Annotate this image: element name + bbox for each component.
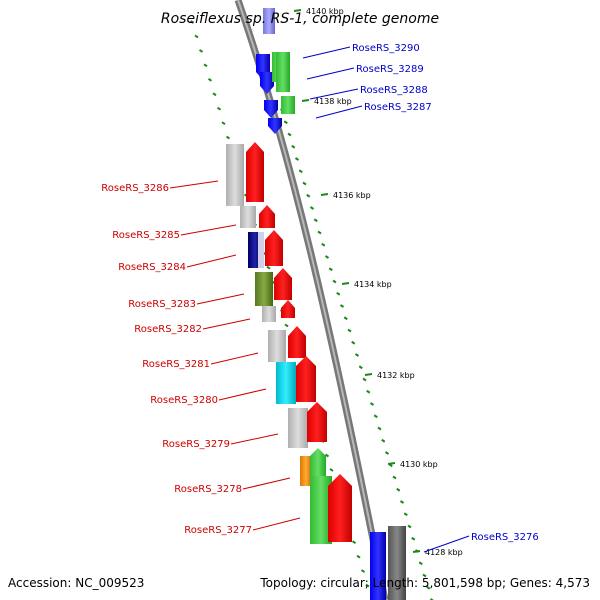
scale-label: 4128 kbp [425,548,463,557]
gene-label-rosers-3284[interactable]: RoseRS_3284 [118,262,186,273]
gene-feature-rosers-3281[interactable] [268,330,286,362]
accession-text: Accession: NC_009523 [8,576,145,590]
forward-gene-labels: RoseRS_3290 RoseRS_3289 RoseRS_3288 RoseRS_… [302,43,539,553]
gene-feature-rosers-3287[interactable] [268,118,282,134]
gene-label-rosers-3279[interactable]: RoseRS_3279 [162,439,230,450]
gene-label-rosers-3289[interactable]: RoseRS_3289 [356,64,424,75]
reverse-gene-labels: RoseRS_3286 RoseRS_3285 RoseRS_3284 RoseRS_… [101,180,301,536]
gene-feature-rosers-3280[interactable] [276,362,296,404]
gene-label-rosers-3290[interactable]: RoseRS_3290 [352,43,420,54]
scale-label: 4136 kbp [333,191,371,200]
gene-feature-rosers-3278[interactable] [310,448,326,476]
gene-label-rosers-3276[interactable]: RoseRS_3276 [471,532,539,543]
scale-label: 4134 kbp [354,280,392,289]
scale-label: 4132 kbp [377,371,415,380]
gene-feature-rosers-3283[interactable] [255,272,273,306]
scale-label: 4140 kbp [306,7,344,16]
reverse-features [226,142,352,544]
gene-feature-rosers-3279[interactable] [288,408,308,448]
gene-feature-rosers-3277[interactable] [310,476,332,544]
gene-label-rosers-3288[interactable]: RoseRS_3288 [360,85,428,96]
gene-label-rosers-3283[interactable]: RoseRS_3283 [128,299,196,310]
gene-feature-rosers-3276[interactable] [370,532,386,600]
gene-label-rosers-3281[interactable]: RoseRS_3281 [142,359,210,370]
gene-label-rosers-3282[interactable]: RoseRS_3282 [134,324,202,335]
gene-feature-rosers-3288[interactable] [264,100,278,118]
gene-label-rosers-3285[interactable]: RoseRS_3285 [112,230,180,241]
gene-label-rosers-3286[interactable]: RoseRS_3286 [101,183,169,194]
scale-label: 4138 kbp [314,97,352,106]
gene-feature-rosers-3282[interactable] [262,306,276,322]
gene-label-rosers-3280[interactable]: RoseRS_3280 [150,395,218,406]
genome-stats-text: Topology: circular; Length: 5,801,598 bp… [260,576,590,590]
gene-label-rosers-3278[interactable]: RoseRS_3278 [174,484,242,495]
gene-label-rosers-3287[interactable]: RoseRS_3287 [364,102,432,113]
scale-labels: 4140 kbp 4138 kbp 4136 kbp 4134 kbp 4132 kbp… [293,7,463,557]
scale-label: 4130 kbp [400,460,438,469]
gene-label-rosers-3277[interactable]: RoseRS_3277 [184,525,252,536]
gene-feature-rosers-3285[interactable] [259,205,275,228]
forward-features [256,8,406,600]
genome-title: Roseiflexus sp. RS-1, complete genome [161,11,439,27]
gene-feature-rosers-3286[interactable] [246,142,264,202]
